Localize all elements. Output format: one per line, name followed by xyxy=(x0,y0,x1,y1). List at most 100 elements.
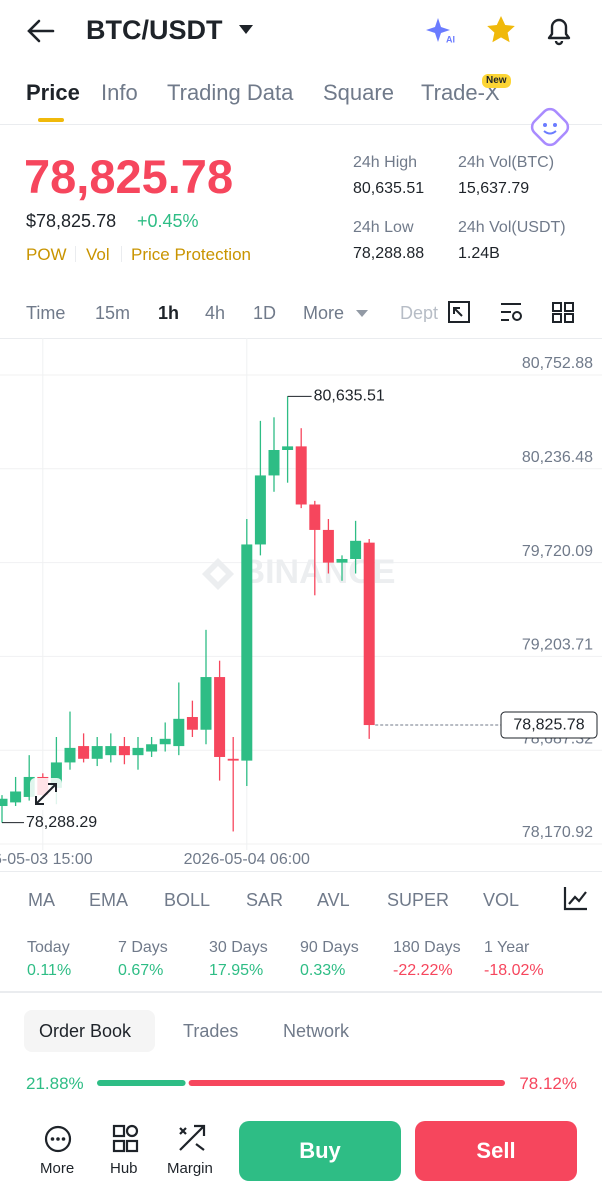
watermark-logo xyxy=(202,558,234,590)
y-tick-label: 79,720.09 xyxy=(522,543,593,560)
y-tick-label: 78,170.92 xyxy=(522,824,593,841)
interval[interactable]: 4h xyxy=(205,303,226,323)
divider xyxy=(0,991,602,993)
candle-body xyxy=(132,747,144,756)
stat-value: 15,637.79 xyxy=(458,180,530,197)
candle-body xyxy=(268,449,280,476)
price-change: +0.45% xyxy=(137,211,199,231)
ob-tab[interactable]: Trades xyxy=(183,1021,239,1041)
period-label: 90 Days xyxy=(300,939,359,956)
period-label: Today xyxy=(27,939,70,956)
x-tick-label: 2026-05-04 06:00 xyxy=(184,851,310,868)
interval[interactable]: 15m xyxy=(95,303,131,323)
candle-body xyxy=(23,776,35,797)
candle-body xyxy=(91,746,103,759)
period-value: -22.22% xyxy=(393,962,453,979)
tag[interactable]: Price Protection xyxy=(131,245,251,264)
period-value: 0.33% xyxy=(300,962,346,979)
period-label: 180 Days xyxy=(393,939,461,956)
period-label: 30 Days xyxy=(209,939,268,956)
svg-text:AI: AI xyxy=(446,34,455,44)
stat-label: 24h High xyxy=(353,154,418,171)
back-icon[interactable] xyxy=(26,18,56,44)
assistant-icon[interactable] xyxy=(530,107,572,147)
buy-button[interactable]: Buy xyxy=(239,1121,401,1181)
divider xyxy=(0,124,602,125)
buy-bar xyxy=(97,1080,186,1086)
sell-button[interactable]: Sell xyxy=(415,1121,577,1181)
caret xyxy=(356,310,368,317)
period-value: 0.11% xyxy=(27,962,72,979)
chart-tools[interactable] xyxy=(446,300,576,326)
stat-value: 80,635.51 xyxy=(353,180,425,197)
nav-label[interactable]: Hub xyxy=(110,1160,138,1177)
bell-icon[interactable] xyxy=(544,15,574,47)
candle-body xyxy=(241,544,253,761)
candle-body xyxy=(64,747,76,763)
indicator[interactable]: BOLL xyxy=(164,890,211,910)
tab[interactable]: Trading Data xyxy=(167,80,294,105)
divider xyxy=(0,871,602,872)
period-label: 7 Days xyxy=(118,939,168,956)
y-tick-label: 80,752.88 xyxy=(522,355,593,372)
ratio-bar xyxy=(97,1080,505,1086)
indicator-settings[interactable] xyxy=(562,884,590,912)
separator xyxy=(121,246,122,262)
indicator[interactable]: VOL xyxy=(483,890,520,910)
tab[interactable]: Price xyxy=(26,80,80,105)
interval[interactable]: Time xyxy=(26,303,66,323)
expand-icon xyxy=(35,783,57,805)
divider xyxy=(0,338,602,339)
indicator[interactable]: AVL xyxy=(317,890,350,910)
candle-body xyxy=(322,529,334,563)
candlestick-chart: 80,752.8880,236.4879,720.0979,203.7178,6… xyxy=(0,338,602,868)
low-label: 78,288.29 xyxy=(26,814,97,831)
interval[interactable]: More xyxy=(303,303,345,323)
candle-body xyxy=(282,446,294,450)
candle-body xyxy=(50,762,62,788)
stat-value: 78,288.88 xyxy=(353,245,425,262)
indicator[interactable]: EMA xyxy=(89,890,129,910)
sell-ratio: 78.12% xyxy=(519,1074,577,1093)
period-value: 0.67% xyxy=(118,962,164,979)
candle-body xyxy=(227,758,239,761)
tab[interactable]: Square xyxy=(323,80,394,105)
candle-body xyxy=(105,746,117,756)
ob-tab[interactable]: Network xyxy=(283,1021,350,1041)
candle-body xyxy=(214,677,226,757)
nav-icons[interactable] xyxy=(43,1124,213,1154)
stat-label: 24h Vol(BTC) xyxy=(458,154,555,171)
tab[interactable]: Info xyxy=(101,80,138,105)
candle-body xyxy=(173,718,185,747)
ob-tab[interactable]: Order Book xyxy=(39,1021,132,1041)
favorite-icon[interactable] xyxy=(486,15,516,45)
tab-underline xyxy=(38,118,64,122)
tab[interactable]: Trade-X xyxy=(421,80,500,105)
stat-label: 24h Low xyxy=(353,219,414,236)
caret[interactable] xyxy=(238,24,254,36)
candle-body xyxy=(295,446,307,505)
stat-label: 24h Vol(USDT) xyxy=(458,219,566,236)
buy-ratio: 21.88% xyxy=(26,1074,84,1093)
tag[interactable]: Vol xyxy=(86,245,110,264)
candle-body xyxy=(159,738,171,745)
nav-label[interactable]: Margin xyxy=(167,1160,213,1177)
indicator[interactable]: SUPER xyxy=(387,890,450,910)
pair-title[interactable]: BTC/USDT xyxy=(86,15,223,45)
interval[interactable]: 1D xyxy=(253,303,277,323)
period-value: 17.95% xyxy=(209,962,264,979)
candle-body xyxy=(186,717,198,730)
tag[interactable]: POW xyxy=(26,245,67,264)
indicator[interactable]: SAR xyxy=(246,890,284,910)
candle-body xyxy=(78,746,90,759)
high-label: 80,635.51 xyxy=(314,388,385,405)
period-value: -18.02% xyxy=(484,962,544,979)
indicator[interactable]: MA xyxy=(28,890,55,910)
candle-body xyxy=(146,744,158,752)
nav-label[interactable]: More xyxy=(40,1160,75,1177)
sell-bar xyxy=(188,1080,505,1086)
interval[interactable]: Dept xyxy=(400,304,439,322)
ai-icon[interactable]: AI xyxy=(426,16,458,46)
interval[interactable]: 1h xyxy=(158,303,180,323)
